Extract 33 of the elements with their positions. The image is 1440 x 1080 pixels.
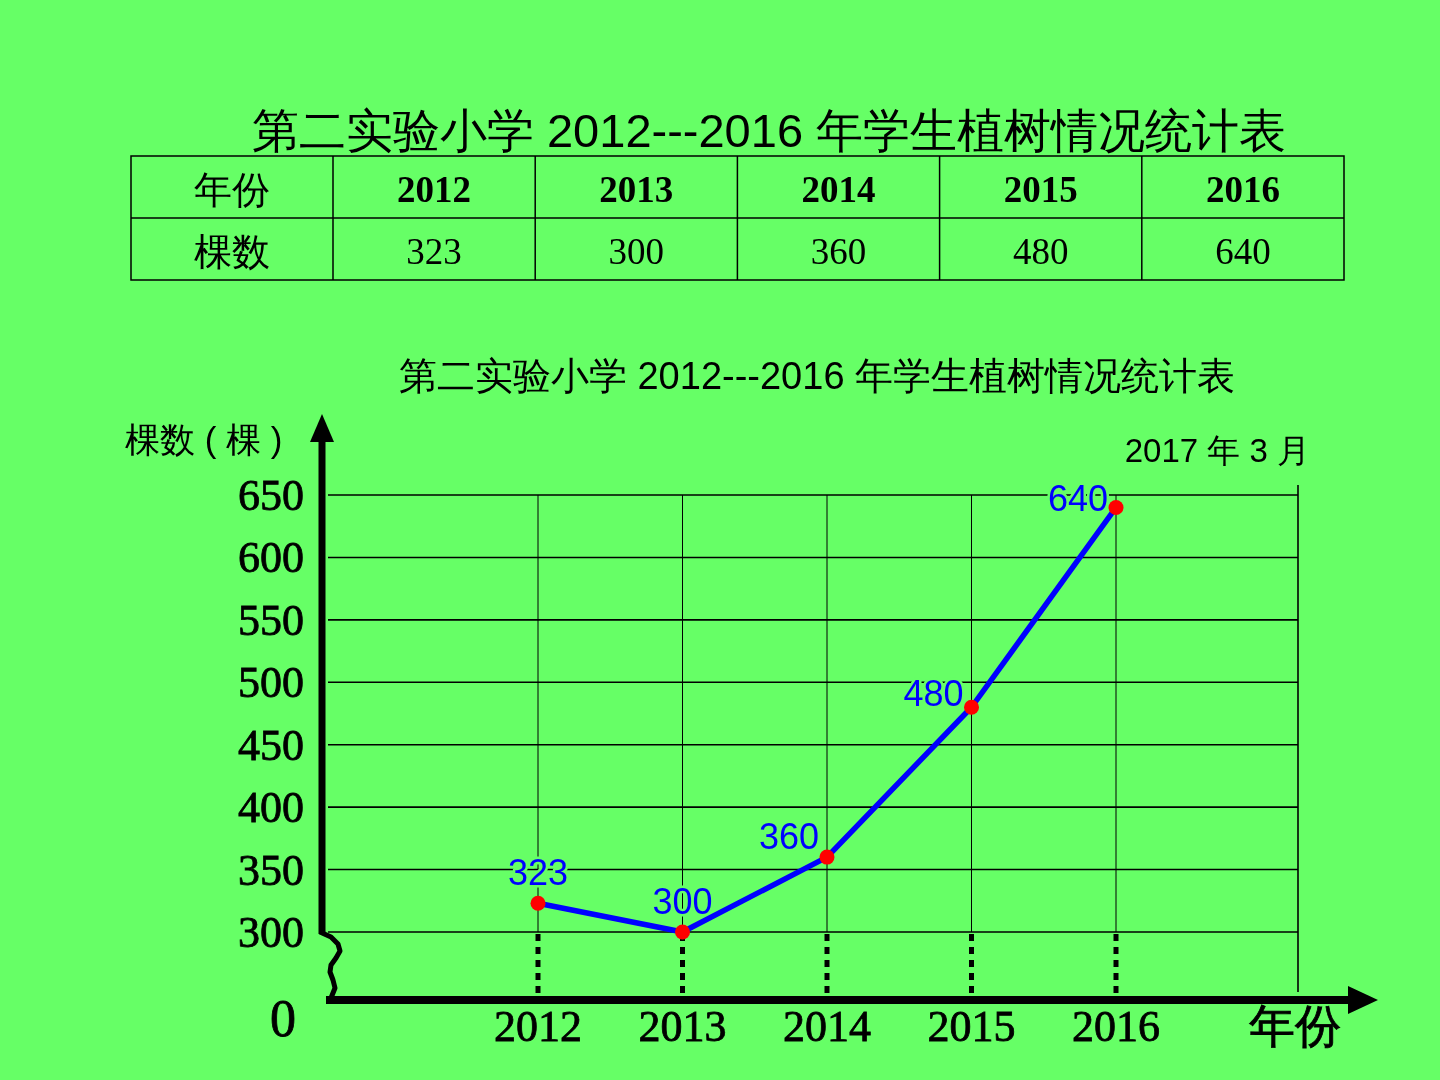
xlabel: 年份 — [1249, 1001, 1341, 1052]
data-label: 480 — [903, 673, 964, 715]
origin-label: 0 — [270, 990, 296, 1047]
xtick: 2012 — [494, 1002, 582, 1051]
ytick: 350 — [238, 845, 304, 895]
xtick: 2013 — [638, 1002, 727, 1051]
table-value: 480 — [1012, 231, 1069, 272]
xtick: 2016 — [1072, 1002, 1160, 1051]
ytick: 550 — [238, 595, 304, 645]
data-label: 360 — [758, 815, 819, 857]
subtitle: 第二实验小学 2012---2016 年学生植树情况统计表 — [398, 355, 1236, 397]
table-value: 640 — [1215, 231, 1271, 272]
xtick: 2014 — [783, 1002, 871, 1051]
ytick: 450 — [238, 720, 304, 770]
annotation: 2017 年 3 月 — [1124, 432, 1310, 469]
ytick: 500 — [238, 658, 304, 708]
table-value: 300 — [608, 231, 665, 272]
xtick: 2015 — [927, 1002, 1016, 1051]
table-value: 360 — [810, 231, 867, 272]
ytick: 300 — [238, 908, 304, 957]
table-row-header: 年份 — [194, 169, 270, 211]
title: 第二实验小学 2012---2016 年学生植树情况统计表 — [251, 104, 1287, 157]
ytick: 400 — [238, 783, 304, 833]
table-category: 2015 — [1003, 169, 1078, 210]
table-category: 2016 — [1205, 169, 1280, 210]
table-row-header: 棵数 — [194, 231, 270, 273]
table-category: 2012 — [397, 169, 472, 210]
table-category: 2014 — [801, 169, 876, 210]
table-category: 2013 — [599, 169, 674, 210]
ytick: 650 — [238, 471, 304, 520]
ytick: 600 — [238, 533, 304, 583]
table-value: 323 — [406, 231, 462, 272]
ylabel: 棵数 ( 棵 ) — [125, 420, 283, 459]
